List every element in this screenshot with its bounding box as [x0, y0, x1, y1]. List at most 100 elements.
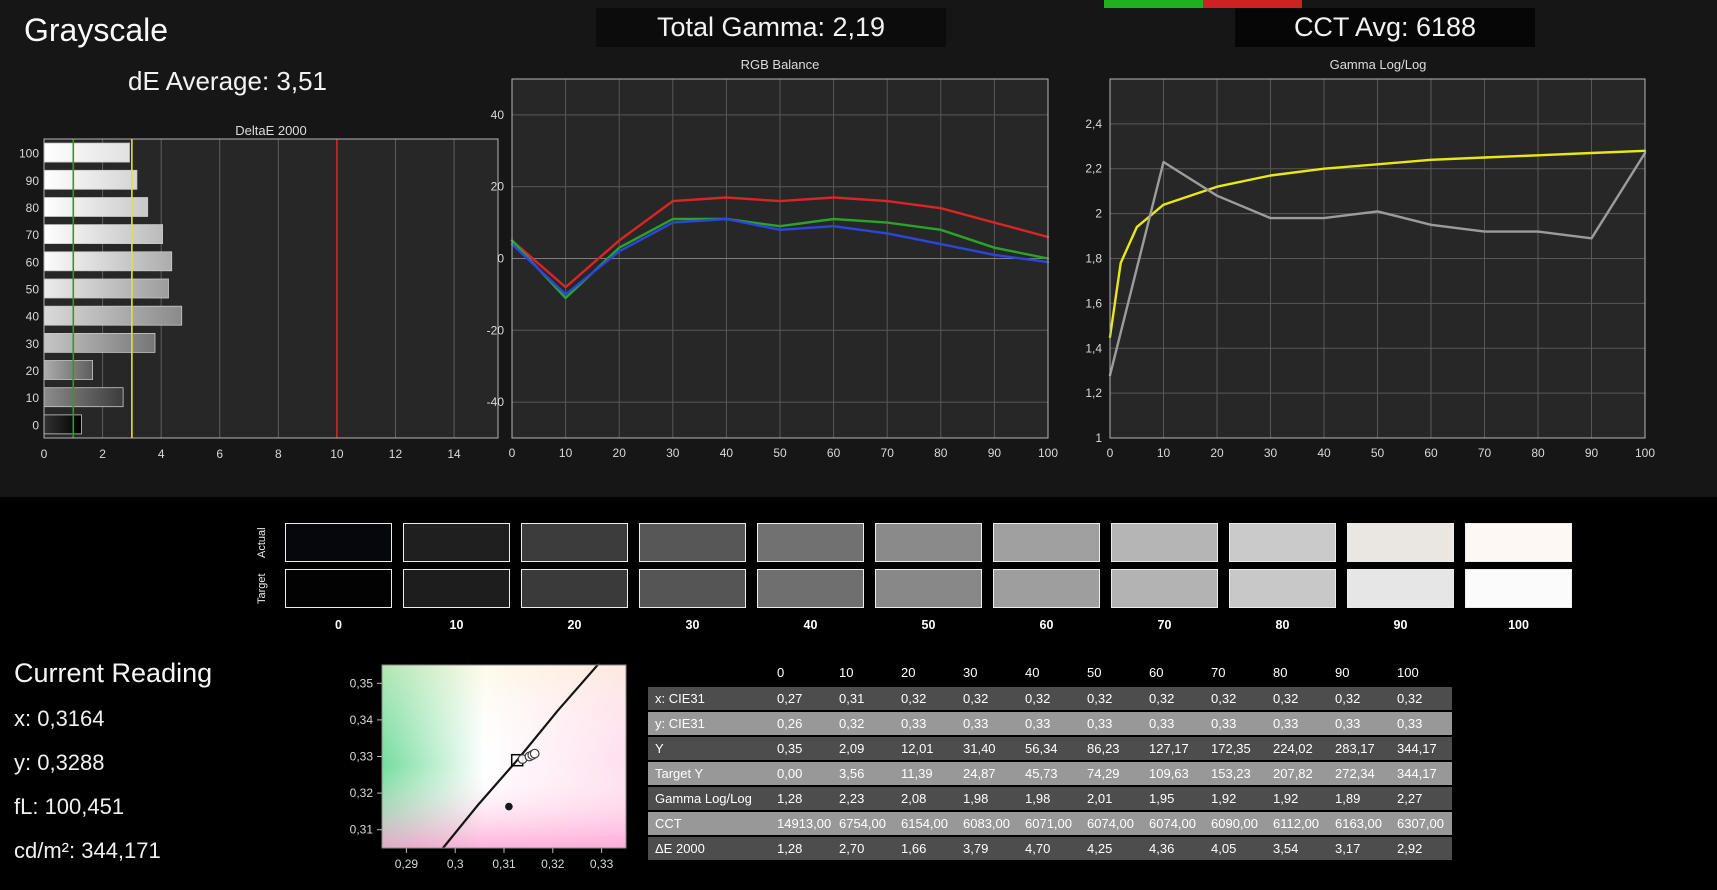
measurement-table-wrap: 0 10 20 30 40 50 60 70 80 90 100 x: CIE31 0,27 0,31 0,… — [648, 660, 1452, 862]
svg-text:0: 0 — [497, 252, 504, 266]
table-cell: 6307,00 — [1390, 811, 1452, 837]
target-swatch — [993, 569, 1100, 608]
svg-text:0: 0 — [509, 446, 516, 460]
table-row-label: ΔE 2000 — [648, 836, 770, 862]
actual-swatch — [1111, 523, 1218, 562]
svg-text:60: 60 — [827, 446, 841, 460]
swatch-column: 20 — [521, 523, 628, 635]
target-swatch — [521, 569, 628, 608]
current-reading-title: Current Reading — [14, 658, 213, 688]
table-column-header: 60 — [1142, 660, 1204, 687]
actual-swatch — [757, 523, 864, 562]
target-swatch — [1347, 569, 1454, 608]
table-cell: 0,32 — [894, 686, 956, 712]
table-cell: 3,79 — [956, 836, 1018, 862]
svg-text:0,31: 0,31 — [350, 823, 374, 837]
table-cell: 0,33 — [1328, 711, 1390, 737]
swatch-level-label: 20 — [567, 618, 582, 632]
table-cell: 4,05 — [1204, 836, 1266, 862]
rgb-balance-chart: 0 10 20 30 40 50 60 70 80 90 100 -40 -20 0 20 40 — [487, 78, 1058, 460]
table-row: Target Y 0,00 3,56 11,39 24,87 45,73 74,29 109,… — [648, 761, 1452, 787]
strip-green-segment — [1104, 0, 1203, 8]
table-cell: 0,33 — [1142, 711, 1204, 737]
page-title: Grayscale — [24, 12, 169, 48]
table-cell: 6071,00 — [1018, 811, 1080, 837]
table-header-row: 0 10 20 30 40 50 60 70 80 90 100 — [648, 660, 1452, 687]
table-cell: 1,98 — [1018, 786, 1080, 812]
deltae-chart-title: DeltaE 2000 — [235, 123, 307, 138]
table-cell: 3,54 — [1266, 836, 1328, 862]
table-cell: 3,56 — [832, 761, 894, 787]
svg-text:10: 10 — [559, 446, 573, 460]
swatch-column: 50 — [875, 523, 982, 635]
target-swatch — [1229, 569, 1336, 608]
svg-text:70: 70 — [881, 446, 895, 460]
actual-swatch — [993, 523, 1100, 562]
svg-text:1,8: 1,8 — [1085, 252, 1102, 266]
table-cell: 0,33 — [1266, 711, 1328, 737]
table-cell: 127,17 — [1142, 736, 1204, 762]
svg-text:0: 0 — [41, 447, 48, 461]
svg-text:100: 100 — [1635, 446, 1655, 460]
table-column-header: 80 — [1266, 660, 1328, 687]
swatch-level-label: 0 — [335, 618, 342, 632]
table-cell: 207,82 — [1266, 761, 1328, 787]
svg-text:10: 10 — [26, 391, 40, 405]
table-cell: 0,00 — [770, 761, 832, 787]
table-cell: 3,17 — [1328, 836, 1390, 862]
svg-text:100: 100 — [1038, 446, 1058, 460]
svg-text:40: 40 — [1317, 446, 1331, 460]
cct-average-value: CCT Avg: 6188 — [1235, 8, 1535, 47]
table-cell: 0,32 — [1142, 686, 1204, 712]
table-cell: 4,70 — [1018, 836, 1080, 862]
svg-text:80: 80 — [1531, 446, 1545, 460]
reading-y-value: y: 0,3288 — [14, 750, 105, 775]
svg-text:30: 30 — [1264, 446, 1278, 460]
actual-swatch — [639, 523, 746, 562]
table-column-header: 10 — [832, 660, 894, 687]
svg-text:20: 20 — [1210, 446, 1224, 460]
table-cell: 0,32 — [1018, 686, 1080, 712]
table-cell: 0,32 — [1080, 686, 1142, 712]
actual-row-label: Actual — [256, 527, 268, 558]
table-cell: 0,32 — [1204, 686, 1266, 712]
table-cell: 172,35 — [1204, 736, 1266, 762]
svg-text:14: 14 — [447, 447, 461, 461]
table-cell: 86,23 — [1080, 736, 1142, 762]
reading-cdm2-value: cd/m²: 344,171 — [14, 838, 161, 863]
table-cell: 1,28 — [770, 786, 832, 812]
table-row: x: CIE31 0,27 0,31 0,32 0,32 0,32 0,32 0,32 0,32… — [648, 686, 1452, 712]
table-cell: 109,63 — [1142, 761, 1204, 787]
svg-text:12: 12 — [389, 447, 403, 461]
svg-text:20: 20 — [613, 446, 627, 460]
svg-text:0,35: 0,35 — [350, 676, 374, 690]
table-cell: 2,92 — [1390, 836, 1452, 862]
swatch-level-label: 80 — [1275, 618, 1290, 632]
svg-text:90: 90 — [988, 446, 1002, 460]
table-cell: 344,17 — [1390, 736, 1452, 762]
table-cell: 45,73 — [1018, 761, 1080, 787]
table-cell: 2,09 — [832, 736, 894, 762]
target-swatch — [875, 569, 982, 608]
table-row: ΔE 2000 1,28 2,70 1,66 3,79 4,70 4,25 4,36 4,05 3… — [648, 836, 1452, 862]
table-cell: 56,34 — [1018, 736, 1080, 762]
svg-text:20: 20 — [26, 364, 40, 378]
swatch-column: 70 — [1111, 523, 1218, 635]
actual-swatch — [1347, 523, 1454, 562]
reading-fl-value: fL: 100,451 — [14, 794, 125, 819]
table-column-header: 100 — [1390, 660, 1452, 687]
svg-text:20: 20 — [491, 180, 505, 194]
swatch-level-label: 70 — [1157, 618, 1172, 632]
table-cell: 2,70 — [832, 836, 894, 862]
table-column-header: 0 — [770, 660, 832, 687]
swatch-level-label: 30 — [685, 618, 700, 632]
swatch-level-label: 10 — [449, 618, 464, 632]
table-cell: 14913,00 — [770, 811, 832, 837]
svg-text:0: 0 — [1107, 446, 1114, 460]
svg-text:0: 0 — [32, 418, 39, 432]
table-column-header: 40 — [1018, 660, 1080, 687]
target-swatch — [757, 569, 864, 608]
svg-text:0,32: 0,32 — [541, 857, 565, 871]
svg-text:0,32: 0,32 — [350, 786, 374, 800]
measurement-table: 0 10 20 30 40 50 60 70 80 90 100 x: CIE31 0,27 0,31 0,… — [648, 660, 1452, 862]
